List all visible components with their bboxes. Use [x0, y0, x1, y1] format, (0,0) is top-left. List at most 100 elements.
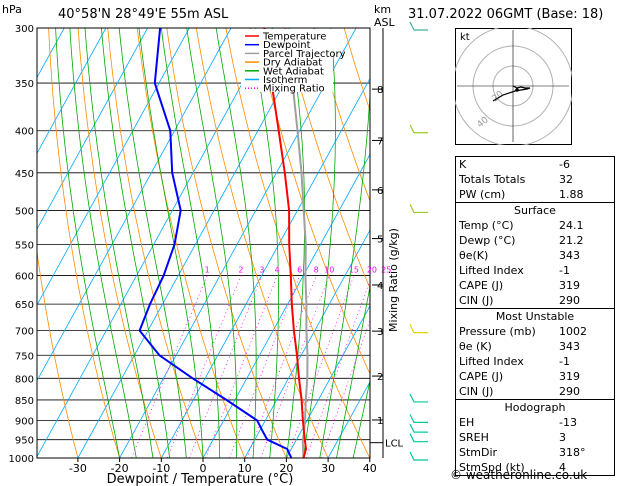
index-row: PW (cm) 1.88	[459, 188, 584, 201]
isotherm	[327, 380, 370, 458]
location-label: 40°58'N 28°49'E 55m ASL	[58, 7, 229, 22]
asl-unit-label: ASL	[374, 16, 395, 29]
pressure-tick-label: 500	[15, 206, 34, 217]
dry-adiabat	[374, 28, 450, 458]
hodograph-row: EH -13	[459, 416, 577, 429]
pressure-tick-label: 850	[15, 396, 34, 407]
legend-box	[241, 29, 333, 92]
pressure-tick-label: 750	[15, 351, 34, 362]
pressure-tick-label: 400	[15, 127, 34, 138]
hodograph-table-title: Hodograph	[456, 399, 614, 415]
wind-barb	[409, 393, 428, 403]
wind-barb	[409, 433, 428, 443]
index-row: Totals Totals 32	[459, 173, 573, 186]
mixing-ratio-label: 10	[324, 266, 334, 275]
surface-row: Dewp (°C) 21.2	[459, 234, 584, 247]
mixing-ratio-label: 15	[349, 266, 359, 275]
pressure-tick-label: 550	[15, 240, 34, 251]
dry-adiabat	[433, 28, 450, 458]
wet-adiabat	[160, 28, 221, 458]
wind-barb	[409, 414, 428, 423]
legend-entry: Mixing Ratio	[263, 84, 325, 95]
legend-entry: Parcel Trajectory	[263, 49, 346, 60]
wet-adiabat	[249, 28, 279, 458]
mixing-ratio-label: 6	[297, 266, 302, 275]
km-tick-label: 8	[377, 85, 383, 96]
km-tick-label: 7	[377, 136, 383, 147]
mixing-ratio-label: 2	[238, 266, 243, 275]
mixing-ratio-line	[320, 319, 370, 458]
most-unstable-row: θe (K) 343	[459, 340, 580, 353]
km-tick-label: 1	[377, 416, 383, 427]
pressure-tick-label: 950	[15, 436, 34, 447]
wet-adiabat	[319, 88, 370, 458]
pressure-unit-label: hPa	[2, 3, 22, 16]
isotherm	[286, 305, 370, 458]
wind-barb	[409, 124, 428, 134]
surface-row: Lifted Index -1	[459, 264, 570, 277]
temperature-tick-label: 40	[363, 462, 377, 475]
km-unit-label: km	[374, 3, 392, 16]
temperature-tick-label: 30	[321, 462, 335, 475]
km-tick-label: 3	[377, 327, 383, 338]
parcel-trajectory-line	[284, 28, 309, 458]
wind-barb	[409, 324, 428, 334]
dry-adiabat	[195, 28, 329, 458]
isotherm	[244, 229, 370, 458]
surface-row: θe(K) 343	[459, 249, 580, 262]
hodograph-row: SREH 3	[459, 431, 566, 444]
skewt-chart: 1 2 3 4 6 8 10 15 20 2530035040045050055060065070…	[9, 21, 451, 486]
wind-barb	[409, 423, 428, 433]
most-unstable-row: CAPE (J) 319	[459, 370, 580, 383]
isotherm	[412, 28, 451, 458]
wet-adiabat	[69, 28, 137, 458]
km-tick-label: 4	[377, 281, 383, 292]
surface-title: Surface	[456, 202, 614, 218]
wet-adiabat	[84, 28, 154, 458]
mixing-ratio-label: 8	[314, 266, 319, 275]
km-tick-label: 6	[377, 186, 383, 197]
wet-adiabat	[118, 28, 187, 458]
pressure-tick-label: 900	[15, 416, 34, 427]
dry-adiabat	[48, 28, 120, 458]
temperature-line	[263, 28, 308, 458]
dry-adiabat	[255, 28, 370, 375]
isotherm	[37, 28, 107, 155]
mixing-ratio-label: 1	[205, 266, 210, 275]
pressure-tick-label: 350	[15, 79, 34, 90]
mixing-ratio-axis-title: Mixing Ratio (g/kg)	[387, 228, 400, 332]
mixing-ratio-label: 3	[259, 266, 264, 275]
pressure-tick-label: 450	[15, 169, 34, 180]
wet-adiabat	[55, 28, 120, 458]
dry-adiabat	[37, 248, 79, 458]
pressure-tick-label: 650	[15, 300, 34, 311]
wet-adiabat	[215, 28, 257, 458]
dry-adiabat	[136, 28, 246, 458]
most-unstable-title: Most Unstable	[456, 308, 614, 324]
pressure-tick-label: 600	[15, 272, 34, 283]
isotherm	[37, 28, 148, 230]
temperature-tick-label: -10	[152, 462, 170, 475]
surface-row: Temp (°C) 24.1	[459, 219, 584, 232]
hodograph-unit-label: kt	[460, 32, 470, 43]
mixing-ratio-label: 4	[275, 266, 280, 275]
legend-entry: Temperature	[262, 32, 326, 43]
hodograph-row: StmSpd (kt) 4	[459, 461, 566, 474]
indices-table: K -6 Totals Totals 32 PW (cm) 1.88 Surface …	[455, 156, 615, 476]
wet-adiabat	[302, 28, 336, 458]
wet-adiabat	[286, 28, 306, 458]
wet-adiabat	[352, 379, 370, 458]
temperature-tick-label: -20	[111, 462, 129, 475]
temperature-tick-label: 20	[279, 462, 293, 475]
mixing-ratio-line	[188, 275, 263, 458]
isotherm	[202, 153, 370, 458]
wet-adiabat	[138, 28, 204, 458]
legend-entry: Dewpoint	[263, 40, 311, 51]
dry-adiabat	[225, 28, 370, 458]
isotherm	[160, 77, 370, 458]
wet-adiabat	[101, 28, 170, 458]
wet-adiabat	[336, 284, 370, 458]
temperature-tick-label: 0	[200, 462, 207, 475]
hodograph: kt 20 40	[455, 28, 572, 145]
x-axis-title: Dewpoint / Temperature (°C)	[107, 472, 294, 486]
